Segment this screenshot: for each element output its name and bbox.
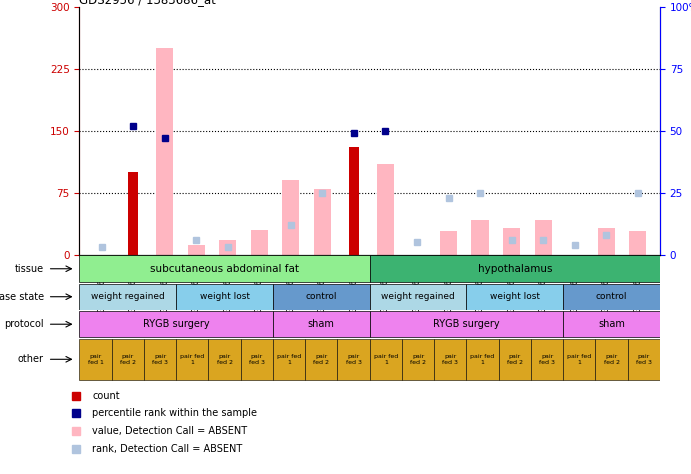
- Bar: [563, 283, 660, 310]
- Bar: [370, 311, 563, 337]
- Text: pair fed
1: pair fed 1: [471, 354, 495, 365]
- Text: pair
fed 3: pair fed 3: [636, 354, 652, 365]
- Bar: [627, 339, 660, 380]
- Text: pair
fed 2: pair fed 2: [603, 354, 620, 365]
- Bar: [128, 172, 138, 255]
- Bar: [282, 180, 299, 255]
- Text: pair
fed 3: pair fed 3: [249, 354, 265, 365]
- Text: control: control: [305, 292, 337, 301]
- Bar: [144, 339, 176, 380]
- Text: pair
fed 2: pair fed 2: [216, 354, 233, 365]
- Bar: [563, 311, 660, 337]
- Text: RYGB surgery: RYGB surgery: [143, 319, 209, 329]
- Bar: [187, 245, 205, 255]
- Bar: [305, 339, 337, 380]
- Text: other: other: [18, 354, 44, 365]
- Text: pair
fed 2: pair fed 2: [410, 354, 426, 365]
- Text: count: count: [93, 391, 120, 401]
- Text: weight regained: weight regained: [91, 292, 164, 301]
- Text: pair fed
1: pair fed 1: [567, 354, 591, 365]
- Bar: [273, 283, 370, 310]
- Text: disease state: disease state: [0, 292, 44, 302]
- Bar: [79, 283, 176, 310]
- Text: sham: sham: [598, 319, 625, 329]
- Bar: [314, 189, 331, 255]
- Bar: [629, 231, 647, 255]
- Text: hypothalamus: hypothalamus: [477, 264, 552, 274]
- Text: pair
fed 3: pair fed 3: [152, 354, 168, 365]
- Bar: [370, 339, 402, 380]
- Text: tissue: tissue: [15, 264, 44, 274]
- Text: pair
fed 1: pair fed 1: [88, 354, 104, 365]
- Text: pair
fed 3: pair fed 3: [539, 354, 555, 365]
- Bar: [531, 339, 563, 380]
- Text: pair
fed 3: pair fed 3: [442, 354, 458, 365]
- Text: pair fed
1: pair fed 1: [180, 354, 205, 365]
- Bar: [598, 228, 615, 255]
- Text: RYGB surgery: RYGB surgery: [433, 319, 500, 329]
- Text: pair
fed 2: pair fed 2: [313, 354, 330, 365]
- Text: pair fed
1: pair fed 1: [277, 354, 301, 365]
- Text: sham: sham: [308, 319, 334, 329]
- Bar: [370, 255, 660, 283]
- Bar: [466, 339, 499, 380]
- Bar: [466, 283, 563, 310]
- Bar: [273, 311, 370, 337]
- Bar: [563, 339, 596, 380]
- Bar: [503, 228, 520, 255]
- Text: protocol: protocol: [4, 319, 44, 329]
- Bar: [79, 311, 273, 337]
- Text: pair
fed 2: pair fed 2: [120, 354, 136, 365]
- Bar: [596, 339, 627, 380]
- Bar: [209, 339, 240, 380]
- Bar: [79, 339, 112, 380]
- Bar: [79, 255, 370, 283]
- Text: weight lost: weight lost: [490, 292, 540, 301]
- Bar: [240, 339, 273, 380]
- Bar: [176, 339, 209, 380]
- Bar: [273, 339, 305, 380]
- Text: rank, Detection Call = ABSENT: rank, Detection Call = ABSENT: [93, 444, 243, 454]
- Bar: [349, 147, 359, 255]
- Bar: [156, 48, 173, 255]
- Bar: [471, 220, 489, 255]
- Text: subcutaneous abdominal fat: subcutaneous abdominal fat: [150, 264, 299, 274]
- Bar: [377, 164, 394, 255]
- Text: pair
fed 2: pair fed 2: [507, 354, 523, 365]
- Bar: [370, 283, 466, 310]
- Text: pair
fed 3: pair fed 3: [346, 354, 361, 365]
- Bar: [112, 339, 144, 380]
- Text: GDS2956 / 1383686_at: GDS2956 / 1383686_at: [79, 0, 216, 6]
- Text: pair fed
1: pair fed 1: [374, 354, 398, 365]
- Bar: [434, 339, 466, 380]
- Text: value, Detection Call = ABSENT: value, Detection Call = ABSENT: [93, 426, 247, 436]
- Text: weight regained: weight regained: [381, 292, 455, 301]
- Bar: [440, 231, 457, 255]
- Bar: [219, 240, 236, 255]
- Bar: [337, 339, 370, 380]
- Bar: [402, 339, 434, 380]
- Bar: [535, 220, 552, 255]
- Text: percentile rank within the sample: percentile rank within the sample: [93, 408, 257, 418]
- Bar: [499, 339, 531, 380]
- Bar: [176, 283, 273, 310]
- Text: weight lost: weight lost: [200, 292, 249, 301]
- Bar: [251, 230, 268, 255]
- Text: control: control: [596, 292, 627, 301]
